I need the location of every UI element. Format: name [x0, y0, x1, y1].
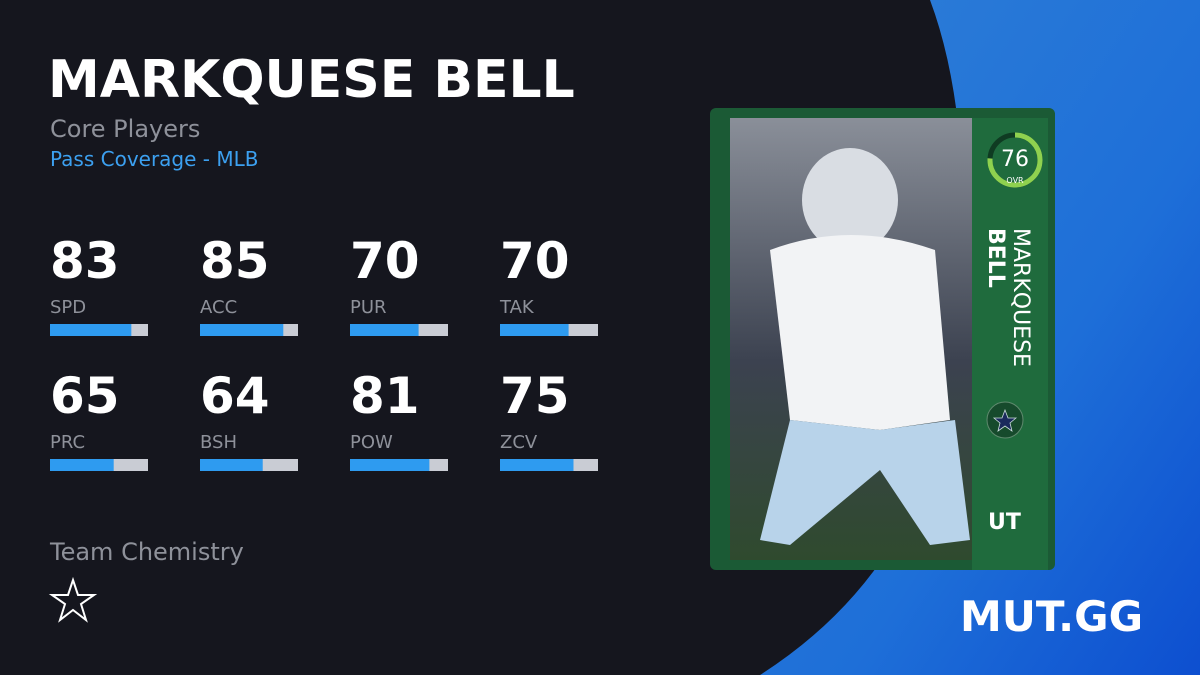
- stat-value: 65: [50, 367, 120, 425]
- player-name: MARKQUESE BELL: [48, 50, 575, 110]
- chemistry-star: [48, 576, 98, 623]
- card-sidebar: [972, 118, 1048, 570]
- card-last-name: BELL: [983, 228, 1008, 288]
- stat-value: 83: [50, 232, 120, 290]
- stat-bar: [350, 324, 419, 336]
- player-card: [710, 108, 1055, 570]
- team-logo: [992, 408, 1018, 432]
- ovr-ring: [987, 132, 1043, 188]
- chemistry-title: Team Chemistry: [50, 538, 244, 566]
- helmet: [802, 148, 898, 252]
- stat-label: ZCV: [500, 432, 538, 453]
- stat-label: TAK: [500, 297, 534, 318]
- stat-bar: [50, 324, 132, 336]
- stat-bar: [350, 459, 430, 471]
- stat-label: SPD: [50, 297, 87, 318]
- stat-bar: [200, 324, 284, 336]
- stat-value: 64: [200, 367, 270, 425]
- position: Pass Coverage - MLB: [50, 147, 259, 171]
- stat-label: BSH: [200, 432, 237, 453]
- stat-value: 75: [500, 367, 570, 425]
- stat-bar: [200, 459, 263, 471]
- ovr-value: 76: [1001, 147, 1029, 172]
- stat-label: POW: [350, 432, 393, 453]
- stat-label: PRC: [50, 432, 86, 453]
- pants: [760, 420, 970, 545]
- jersey: [770, 235, 950, 430]
- brand: MUT.GG: [960, 592, 1144, 641]
- stat-label: PUR: [350, 297, 387, 318]
- stat-value: 85: [200, 232, 270, 290]
- stat-bar: [500, 324, 569, 336]
- subtitle: Core Players: [50, 115, 201, 143]
- stat-value: 70: [350, 232, 420, 290]
- stat-value: 81: [350, 367, 420, 425]
- program: UT: [988, 510, 1021, 535]
- stat-label: ACC: [200, 297, 238, 318]
- card-first-name: MARKQUESE: [1008, 228, 1033, 367]
- stat-bar: [50, 459, 114, 471]
- ovr-label: OVR: [1006, 176, 1024, 185]
- stat-bar: [500, 459, 574, 471]
- stat-value: 70: [500, 232, 570, 290]
